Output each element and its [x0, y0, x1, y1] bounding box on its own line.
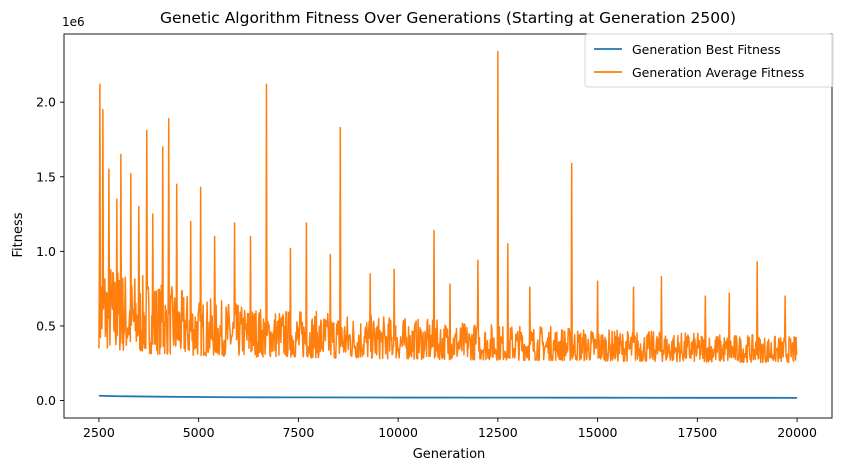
y-tick-label: 2.0 [36, 95, 56, 110]
y-tick-label: 1.0 [36, 244, 56, 259]
legend-box [584, 33, 834, 88]
x-axis-label: Generation [413, 447, 486, 462]
series-line-best-fitness [98, 394, 798, 399]
x-tick-label: 7500 [282, 425, 314, 440]
x-tick-label: 12500 [478, 425, 518, 440]
x-tick-label: 10000 [378, 425, 418, 440]
y-axis-label: Fitness [11, 212, 26, 257]
legend-label-best: Generation Best Fitness [632, 42, 781, 57]
y-tick-label: 0.0 [36, 393, 56, 408]
x-tick-label: 5000 [183, 425, 215, 440]
y-tick-label: 1.5 [36, 169, 56, 184]
x-tick-label: 2500 [83, 425, 115, 440]
axes-frame [63, 33, 833, 419]
x-tick-label: 20000 [777, 425, 817, 440]
chart-title: Genetic Algorithm Fitness Over Generatio… [160, 9, 736, 27]
y-offset-label: 1e6 [62, 15, 85, 29]
y-tick-label: 0.5 [36, 318, 56, 333]
x-tick-label: 17500 [677, 425, 717, 440]
series-line-average-fitness [98, 50, 798, 364]
x-tick-label: 15000 [578, 425, 618, 440]
plot-area: 2500 5000 7500 10000 12500 15000 17500 20000 0.0… [36, 33, 833, 440]
legend-label-average: Generation Average Fitness [632, 65, 804, 80]
legend: Generation Best Fitness Generation Avera… [584, 33, 834, 88]
